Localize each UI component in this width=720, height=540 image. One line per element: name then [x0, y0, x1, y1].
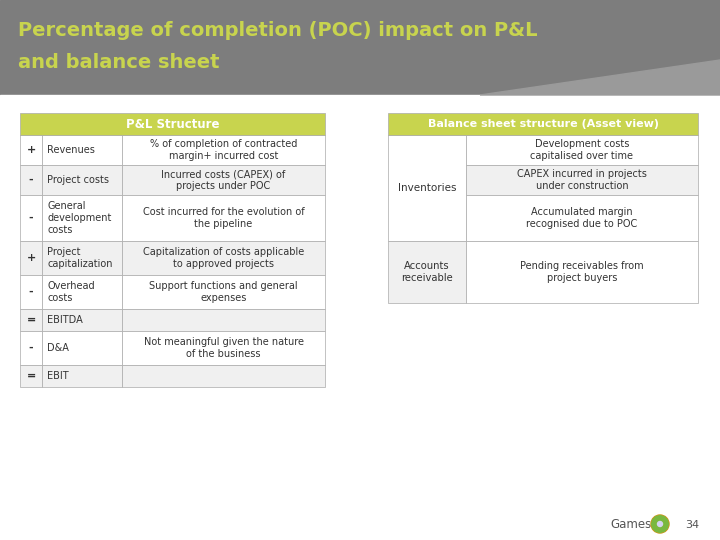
Circle shape: [654, 516, 660, 521]
Text: D&A: D&A: [47, 343, 69, 353]
Bar: [42, 241, 122, 275]
Bar: [466, 195, 698, 241]
Text: Percentage of completion (POC) impact on P&L: Percentage of completion (POC) impact on…: [18, 21, 538, 39]
Bar: [0, 0, 720, 95]
Bar: [20, 113, 325, 135]
Bar: [388, 113, 698, 135]
Text: =: =: [27, 371, 35, 381]
Text: =: =: [27, 315, 35, 325]
Circle shape: [657, 528, 662, 532]
Bar: [122, 135, 325, 165]
Bar: [122, 331, 325, 365]
Circle shape: [664, 522, 668, 526]
Text: EBIT: EBIT: [47, 371, 68, 381]
Circle shape: [652, 522, 657, 526]
Text: +: +: [27, 253, 35, 263]
Circle shape: [652, 518, 657, 523]
Circle shape: [662, 518, 667, 523]
Text: Project costs: Project costs: [47, 175, 109, 185]
Bar: [42, 195, 122, 241]
Bar: [20, 275, 42, 309]
Text: Project
capitalization: Project capitalization: [47, 247, 112, 269]
Text: +: +: [27, 145, 35, 155]
Text: Inventories: Inventories: [397, 183, 456, 193]
Text: -: -: [29, 287, 33, 297]
Text: Gamesd: Gamesd: [610, 518, 659, 531]
Text: Not meaningful given the nature
of the business: Not meaningful given the nature of the b…: [143, 337, 304, 359]
Text: Incurred costs (CAPEX) of
projects under POC: Incurred costs (CAPEX) of projects under…: [161, 169, 286, 191]
Bar: [122, 275, 325, 309]
Circle shape: [654, 526, 660, 532]
Bar: [20, 165, 42, 195]
Bar: [42, 135, 122, 165]
Bar: [42, 365, 122, 387]
Text: Overhead
costs: Overhead costs: [47, 281, 94, 303]
Circle shape: [660, 526, 665, 532]
Bar: [20, 135, 42, 165]
Bar: [42, 309, 122, 331]
Bar: [20, 331, 42, 365]
Bar: [122, 309, 325, 331]
Text: Capitalization of costs applicable
to approved projects: Capitalization of costs applicable to ap…: [143, 247, 304, 269]
Circle shape: [656, 520, 664, 528]
Text: General
development
costs: General development costs: [47, 201, 112, 234]
Text: Balance sheet structure (Asset view): Balance sheet structure (Asset view): [428, 119, 659, 129]
Text: 34: 34: [685, 520, 699, 530]
Bar: [20, 365, 42, 387]
Text: Cost incurred for the evolution of
the pipeline: Cost incurred for the evolution of the p…: [143, 207, 305, 229]
Bar: [20, 241, 42, 275]
Bar: [388, 241, 466, 303]
Text: Accumulated margin
recognised due to POC: Accumulated margin recognised due to POC: [526, 207, 638, 229]
Text: CAPEX incurred in projects
under construction: CAPEX incurred in projects under constru…: [517, 169, 647, 191]
Text: Development costs
capitalised over time: Development costs capitalised over time: [531, 139, 634, 161]
Bar: [466, 135, 698, 165]
Text: Revenues: Revenues: [47, 145, 95, 155]
Text: -: -: [29, 343, 33, 353]
Text: and balance sheet: and balance sheet: [18, 52, 220, 71]
Text: % of completion of contracted
margin+ incurred cost: % of completion of contracted margin+ in…: [150, 139, 297, 161]
Bar: [122, 165, 325, 195]
Bar: [42, 275, 122, 309]
Circle shape: [660, 516, 665, 521]
Bar: [122, 241, 325, 275]
Bar: [122, 195, 325, 241]
Text: Support functions and general
expenses: Support functions and general expenses: [149, 281, 298, 303]
Text: Pending receivables from
project buyers: Pending receivables from project buyers: [520, 261, 644, 283]
Text: EBITDA: EBITDA: [47, 315, 83, 325]
Bar: [466, 241, 698, 303]
Text: Accounts
receivable: Accounts receivable: [401, 261, 453, 283]
Bar: [20, 195, 42, 241]
Bar: [466, 165, 698, 195]
Circle shape: [657, 516, 662, 521]
Bar: [20, 309, 42, 331]
Bar: [42, 165, 122, 195]
Bar: [42, 331, 122, 365]
Text: P&L Structure: P&L Structure: [126, 118, 220, 131]
Bar: [0, 95, 720, 540]
Text: -: -: [29, 213, 33, 223]
Text: -: -: [29, 175, 33, 185]
Circle shape: [657, 522, 662, 526]
Polygon shape: [480, 60, 720, 95]
Circle shape: [652, 524, 657, 530]
Bar: [388, 135, 466, 241]
Circle shape: [662, 524, 667, 530]
Bar: [122, 365, 325, 387]
Circle shape: [651, 515, 669, 533]
